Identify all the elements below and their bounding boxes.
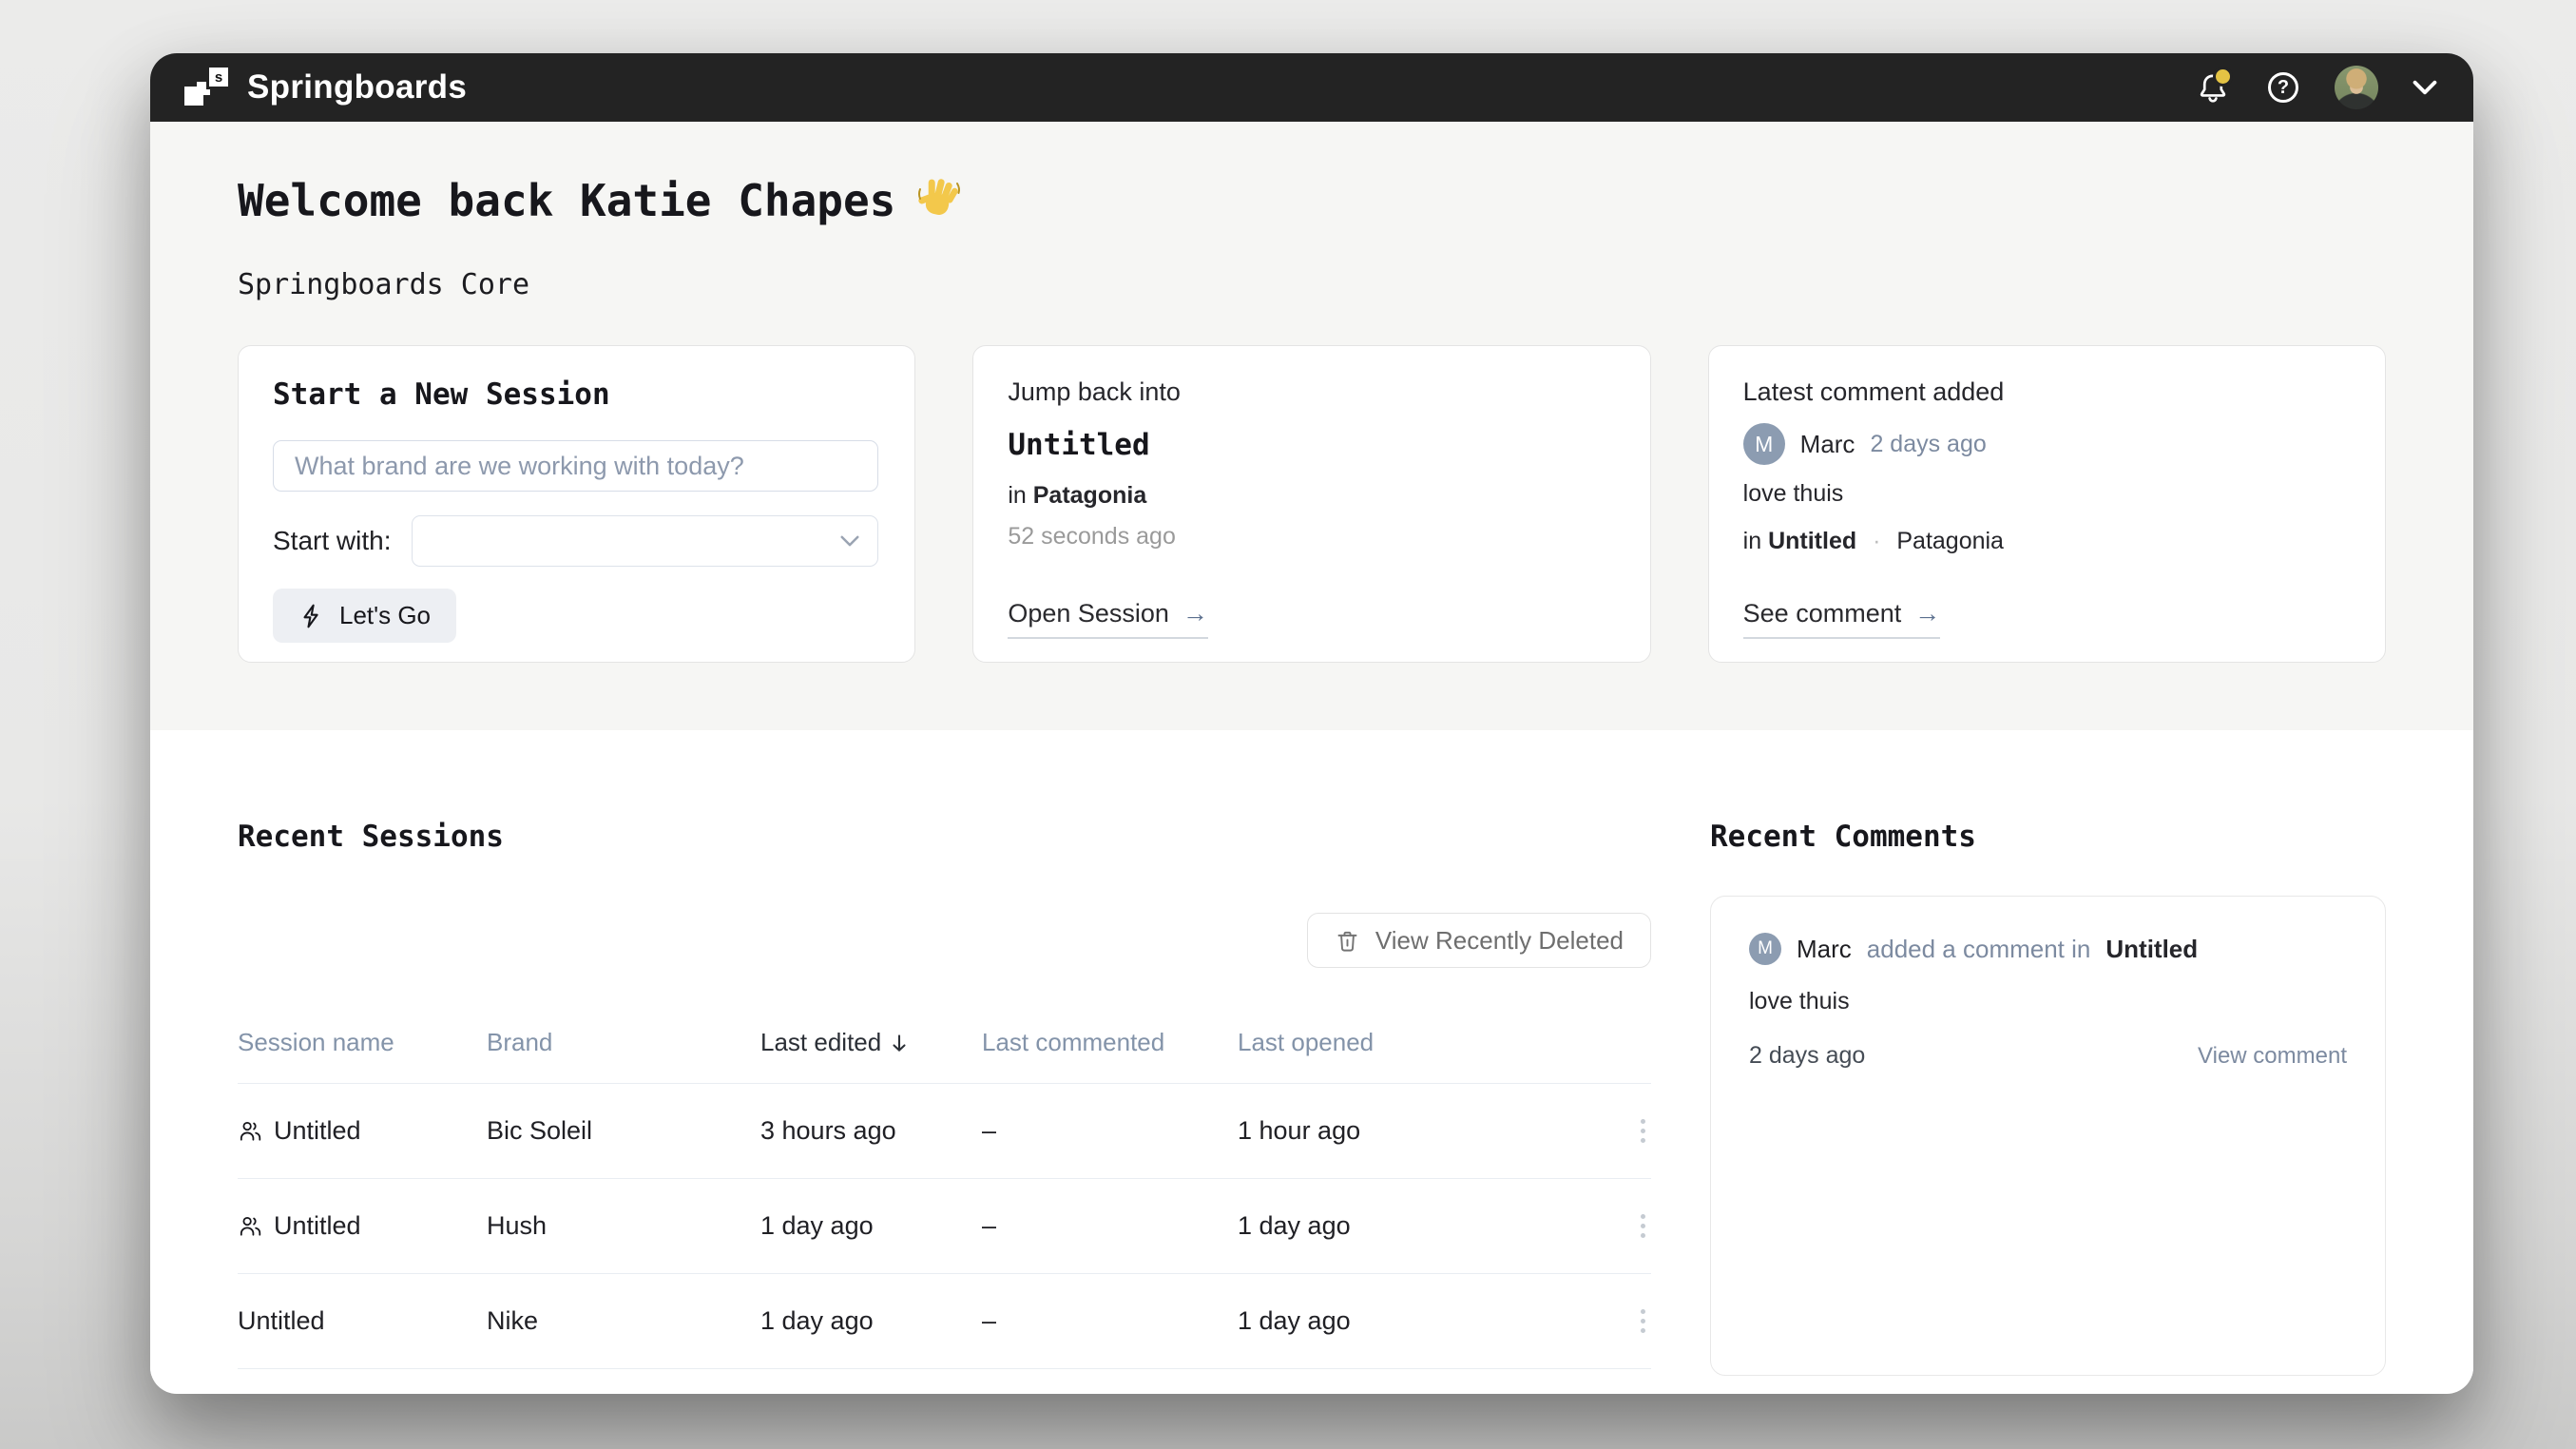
row-menu-kebab-icon[interactable] [1641, 1309, 1651, 1333]
column-header-last-edited[interactable]: Last edited [760, 1028, 982, 1057]
row-menu-kebab-icon[interactable] [1641, 1119, 1651, 1143]
jump-back-card: Jump back into Untitled in Patagonia 52 … [972, 345, 1651, 663]
session-name-cell: Untitled [238, 1116, 487, 1146]
user-avatar[interactable] [2335, 66, 2378, 109]
sessions-table-header: Session name Brand Last edited Last comm… [238, 1002, 1651, 1084]
comment-time: 2 days ago [1749, 1042, 1866, 1069]
brand-wordmark: Springboards [247, 68, 468, 106]
springboards-logo-icon: s [184, 68, 230, 107]
start-new-session-card: Start a New Session Start with: L [238, 345, 916, 663]
comment-location: in Untitled · Patagonia [1742, 528, 2004, 554]
view-recently-deleted-label: View Recently Deleted [1375, 925, 1624, 955]
lets-go-button[interactable]: Let's Go [273, 589, 457, 643]
session-name: Untitled [1008, 428, 1150, 462]
column-header-brand[interactable]: Brand [487, 1028, 553, 1056]
column-header-session-name[interactable]: Session name [238, 1028, 394, 1056]
card-title: Latest comment added [1742, 377, 2005, 406]
comment-time: 2 days ago [1870, 430, 1987, 457]
main-section: Recent Sessions View Recently Deleted [150, 730, 2473, 1376]
arrow-right-icon: → [1914, 599, 1941, 628]
brand-cell: Hush [487, 1211, 548, 1240]
hero-section: Welcome back Katie Chapes Springboard [150, 122, 2473, 730]
see-comment-link[interactable]: See comment → [1742, 599, 1941, 639]
open-session-link[interactable]: Open Session → [1008, 599, 1208, 639]
session-name: Untitled [2105, 934, 2199, 963]
last-opened-cell: 1 day ago [1238, 1306, 1351, 1335]
last-commented-cell: – [982, 1306, 997, 1335]
help-icon[interactable]: ? [2264, 68, 2302, 106]
wave-emoji [914, 176, 964, 225]
start-with-select[interactable] [412, 515, 879, 567]
brand-input[interactable] [273, 440, 879, 492]
comment-text: love thuis [1749, 988, 1850, 1014]
last-opened-cell: 1 day ago [1238, 1211, 1351, 1240]
commenter-avatar: M [1742, 423, 1785, 465]
notification-dot [2216, 69, 2230, 84]
view-comment-link[interactable]: View comment [2198, 1042, 2347, 1069]
notifications-bell-icon[interactable] [2194, 68, 2232, 106]
recent-comments-panel: Recent Comments M Marc added a comment i… [1710, 820, 2386, 1376]
arrow-right-icon: → [1182, 599, 1208, 628]
recent-sessions-panel: Recent Sessions View Recently Deleted [238, 820, 1651, 1376]
brand-name: Patagonia [1032, 482, 1147, 509]
session-brand-line: in Patagonia [1008, 482, 1147, 509]
brand-cell: Bic Soleil [487, 1116, 593, 1145]
start-with-label: Start with: [273, 526, 392, 555]
column-header-last-commented[interactable]: Last commented [982, 1028, 1165, 1056]
hero-cards: Start a New Session Start with: L [238, 345, 2386, 663]
last-edited-cell: 1 day ago [760, 1211, 874, 1240]
chevron-down-icon [840, 535, 859, 547]
table-row[interactable]: Untitled Hush 1 day ago – 1 day ago [238, 1179, 1651, 1274]
column-header-last-opened[interactable]: Last opened [1238, 1028, 1375, 1056]
shared-users-icon [240, 1216, 261, 1236]
workspace-subtitle: Springboards Core [238, 268, 530, 301]
shared-users-icon [240, 1121, 261, 1141]
session-name-cell: Untitled [238, 1211, 487, 1241]
sort-desc-arrow-icon [893, 1034, 906, 1052]
session-name-cell: Untitled [238, 1306, 325, 1335]
comment-card: M Marc added a comment in Untitled love … [1710, 896, 2386, 1376]
top-bar: s Springboards ? [150, 53, 2473, 122]
welcome-text: Welcome back Katie Chapes [238, 175, 896, 226]
page-title: Welcome back Katie Chapes [238, 175, 2386, 226]
comment-header: M Marc added a comment in Untitled [1749, 933, 2347, 965]
comment-text: love thuis [1742, 480, 1844, 507]
last-edited-cell: 3 hours ago [760, 1116, 896, 1145]
commenter-name: Marc [1799, 429, 1855, 458]
recent-comments-heading: Recent Comments [1710, 820, 1976, 854]
view-recently-deleted-button[interactable]: View Recently Deleted [1306, 913, 1651, 968]
sessions-table: Session name Brand Last edited Last comm… [238, 1002, 1651, 1369]
last-edited-cell: 1 day ago [760, 1306, 874, 1335]
card-title: Start a New Session [273, 377, 610, 412]
last-opened-cell: 1 hour ago [1238, 1116, 1361, 1145]
table-row[interactable]: Untitled Bic Soleil 3 hours ago – 1 hour… [238, 1084, 1651, 1179]
row-menu-kebab-icon[interactable] [1641, 1214, 1651, 1238]
brand: s Springboards [184, 68, 467, 107]
app-window: s Springboards ? [150, 53, 2473, 1394]
session-name: Untitled [1768, 528, 1857, 554]
brand-name: Patagonia [1896, 528, 2004, 554]
account-chevron-down-icon[interactable] [2411, 68, 2439, 106]
bolt-icon [303, 604, 318, 628]
session-time: 52 seconds ago [1008, 523, 1176, 550]
recent-sessions-heading: Recent Sessions [238, 820, 504, 854]
top-bar-actions: ? [2194, 66, 2439, 109]
card-title: Jump back into [1008, 377, 1181, 406]
lets-go-label: Let's Go [339, 601, 432, 629]
last-commented-cell: – [982, 1211, 997, 1240]
commenter-avatar: M [1749, 933, 1781, 965]
last-commented-cell: – [982, 1116, 997, 1145]
comment-action: added a comment in [1866, 934, 2091, 963]
trash-icon [1337, 931, 1357, 952]
table-row[interactable]: Untitled Nike 1 day ago – 1 day ago [238, 1274, 1651, 1369]
latest-comment-card: Latest comment added M Marc 2 days ago l… [1707, 345, 2386, 663]
commenter-name: Marc [1797, 934, 1852, 963]
brand-cell: Nike [487, 1306, 539, 1335]
